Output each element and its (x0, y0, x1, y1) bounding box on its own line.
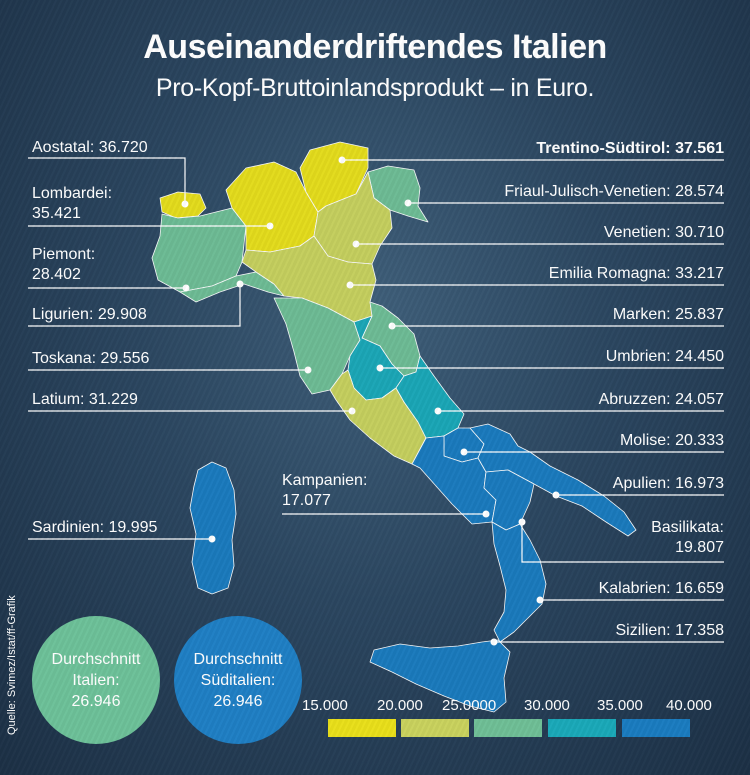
label-kalabrien: Kalabrien: 16.659 (598, 580, 724, 597)
average-south-line2: Süditalien: (200, 671, 276, 689)
average-italy-circle: Durchschnitt Italien: 26.946 (32, 616, 160, 744)
label-sardinien: Sardinien: 19.995 (32, 519, 158, 536)
label-trentino: Trentino-Südtirol: 37.561 (536, 140, 724, 157)
average-south-value: 26.946 (213, 692, 263, 710)
region-kalabrien (491, 521, 547, 643)
legend-swatch-4 (548, 719, 616, 737)
legend-tick-3: 25.0000 (442, 697, 497, 714)
label-latium: Latium: 31.229 (32, 391, 138, 408)
label-marken: Marken: 25.837 (612, 306, 724, 323)
average-south-circle: Durchschnitt Süditalien: 26.946 (174, 616, 302, 744)
legend-swatch-1 (328, 719, 396, 737)
average-italy-line2: Italien: (72, 671, 120, 689)
legend-swatch-5 (622, 719, 690, 737)
label-lombardei: Lombardei: 35.421 (32, 185, 113, 222)
leader-lines (28, 157, 724, 643)
subtitle: Pro-Kopf-Bruttoinlandsprodukt – in Euro. (155, 74, 595, 102)
label-sizilien: Sizilien: 17.358 (615, 622, 724, 639)
region-sardinien (189, 461, 237, 595)
label-friaul: Friaul-Julisch-Venetien: 28.574 (504, 183, 724, 200)
marker-dots (181, 156, 560, 646)
label-toskana: Toskana: 29.556 (32, 350, 150, 367)
label-kampanien: Kampanien: 17.077 (282, 472, 368, 509)
region-sizilien (369, 639, 511, 713)
legend-tick-1: 15.000 (302, 697, 348, 714)
label-aostatal: Aostatal: 36.720 (32, 139, 148, 156)
legend-tick-5: 35.000 (597, 697, 643, 714)
label-abruzzen: Abruzzen: 24.057 (598, 391, 724, 408)
legend-swatch-2 (401, 719, 469, 737)
label-emilia: Emilia Romagna: 33.217 (548, 265, 724, 282)
label-basilikata: Basilikata: 19.807 (651, 519, 724, 556)
label-umbrien: Umbrien: 24.450 (605, 348, 724, 365)
source-credit: Quelle: Svimez/Istat/ff-Grafik (6, 595, 18, 735)
title: Auseinanderdriftendes Italien (143, 28, 607, 66)
label-venetien: Venetien: 30.710 (603, 224, 724, 241)
legend-swatch-3 (474, 719, 542, 737)
legend-tick-4: 30.000 (524, 697, 570, 714)
label-ligurien: Ligurien: 29.908 (32, 306, 147, 323)
average-south-line1: Durchschnitt (193, 650, 283, 668)
label-molise: Molise: 20.333 (619, 432, 724, 449)
average-italy-value: 26.946 (71, 692, 121, 710)
label-apulien: Apulien: 16.973 (612, 475, 724, 492)
label-piemont: Piemont: 28.402 (32, 246, 96, 283)
legend-tick-6: 40.000 (666, 697, 712, 714)
legend-tick-2: 20.000 (377, 697, 423, 714)
average-italy-line1: Durchschnitt (51, 650, 141, 668)
